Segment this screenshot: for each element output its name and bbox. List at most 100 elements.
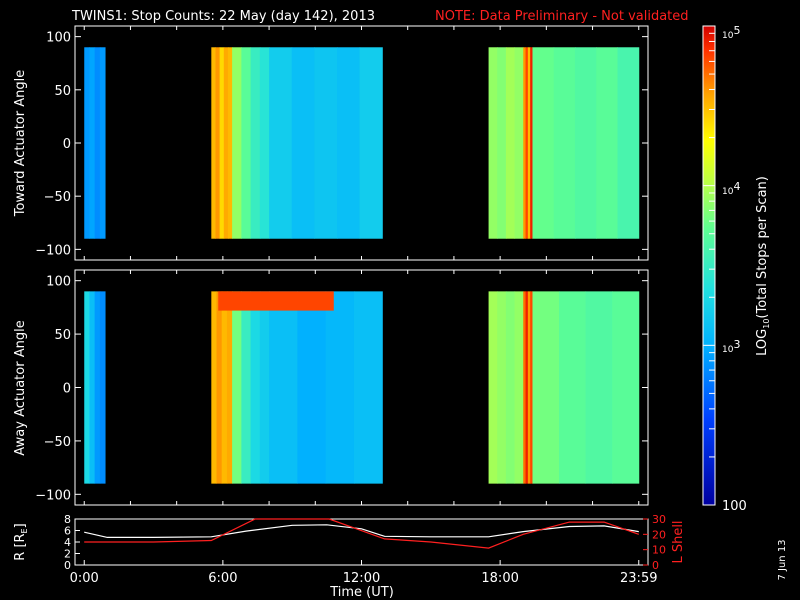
- colorbar-tick-1e4-exp: 4: [733, 180, 740, 193]
- heatmap-cell: [525, 47, 529, 239]
- x-tick-label: 23:59: [620, 571, 657, 586]
- heatmap-cell: [525, 291, 529, 484]
- heatmap-cell: [226, 291, 233, 484]
- heatmap-cell: [227, 47, 233, 239]
- heatmap-cell: [527, 47, 531, 239]
- heatmap-cell: [232, 47, 242, 239]
- ephemeris-left-label: R [RE]: [13, 523, 29, 560]
- series-radius-line: [84, 524, 639, 539]
- left-tick-label: 0: [64, 559, 71, 572]
- y-tick-label: −100: [35, 243, 71, 258]
- left-tick-label: 2: [64, 548, 71, 561]
- colorbar-tick-1e3-base: 10: [722, 345, 734, 355]
- heatmap-cell: [269, 47, 293, 239]
- heatmap-cell: [99, 47, 106, 239]
- toward-y-ticks: −100 −50 0 50 100: [35, 26, 648, 260]
- heatmap-cell: [596, 47, 619, 239]
- colorbar-tick-1e4-base: 10: [722, 187, 734, 197]
- date-stamp: 7 Jun 13: [777, 539, 788, 580]
- heatmap-cell: [523, 291, 527, 484]
- x-tick-label: 6:00: [208, 571, 237, 586]
- heatmap-cell: [530, 291, 533, 484]
- colorbar-label: LOG10(Total Stops per Scan): [755, 176, 771, 356]
- ephemeris-left-label-sub: E: [20, 528, 29, 533]
- colorbar-label-sub: 10: [762, 319, 771, 329]
- heatmap-cell: [532, 47, 555, 239]
- heatmap-cell: [99, 291, 106, 484]
- colorbar-label-prefix: LOG: [755, 329, 770, 356]
- y-tick-label: 50: [54, 84, 71, 99]
- heatmap-cell: [585, 291, 613, 484]
- heatmap-cell: [553, 47, 576, 239]
- heatmap-cell: [221, 291, 228, 484]
- heatmap-cell: [241, 291, 252, 484]
- colorbar-gradient: [702, 25, 716, 506]
- heatmap-cell: [617, 47, 640, 239]
- heatmap-hot-patch: [218, 291, 334, 311]
- heatmap-cell: [84, 291, 90, 484]
- heatmap-cell: [488, 291, 498, 484]
- heatmap-cell: [532, 291, 560, 484]
- heatmap-cell: [223, 47, 229, 239]
- colorbar-tick-1e5-base: 10: [722, 31, 734, 41]
- ephemeris-left-label-base: R [R: [13, 533, 28, 560]
- heatmap-cell: [94, 47, 101, 239]
- x-tick-label: 0:00: [70, 571, 99, 586]
- heatmap-cell: [259, 47, 270, 239]
- right-tick-label: 20: [652, 528, 666, 541]
- heatmap-cell: [291, 47, 315, 239]
- heatmap-cell: [216, 291, 223, 484]
- heatmap-cell: [89, 291, 96, 484]
- right-tick-label: 0: [652, 559, 659, 572]
- right-tick-label: 30: [652, 513, 666, 526]
- heatmap-cell: [353, 291, 383, 484]
- y-tick-label: −50: [44, 435, 71, 450]
- heatmap-cell: [211, 291, 218, 484]
- heatmap-cell: [232, 291, 242, 484]
- x-axis-label: Time (UT): [329, 585, 394, 600]
- y-tick-label: 0: [63, 137, 71, 152]
- away-heatmap: [84, 291, 640, 484]
- heatmap-cell: [497, 291, 507, 484]
- heatmap-cell: [612, 291, 640, 484]
- left-tick-label: 6: [64, 525, 71, 538]
- x-tick-label: 12:00: [343, 571, 380, 586]
- ephemeris-right-ticks: 0 10 20 30: [643, 513, 666, 572]
- heatmap-cell: [241, 47, 252, 239]
- colorbar-tick-1e5-exp: 5: [733, 24, 740, 37]
- colorbar-label-suffix: (Total Stops per Scan): [755, 176, 770, 318]
- toward-ylabel: Toward Actuator Angle: [13, 70, 28, 217]
- heatmap-cell: [89, 47, 96, 239]
- y-tick-label: 100: [46, 275, 71, 290]
- ephemeris-right-label: L Shell: [671, 520, 686, 563]
- colorbar: LOG10(Total Stops per Scan) 105 104 103 …: [702, 24, 771, 514]
- heatmap-cell: [514, 47, 524, 239]
- away-ylabel: Away Actuator Angle: [13, 320, 28, 455]
- colorbar-tick-1e3-exp: 3: [733, 338, 740, 351]
- toward-panel: −100 −50 0 50 100 Toward Actuator Angle: [13, 25, 649, 261]
- y-tick-label: 50: [54, 328, 71, 343]
- y-tick-label: −100: [35, 488, 71, 503]
- heatmap-cell: [211, 47, 216, 239]
- away-panel: −100 −50 0 50 100 Away Actuator Angle: [13, 269, 649, 506]
- colorbar-ticks: [703, 25, 715, 506]
- ephemeris-left-label-close: ]: [13, 523, 28, 528]
- toward-heatmap: [84, 47, 640, 239]
- heatmap-cell: [559, 291, 587, 484]
- heatmap-cell: [505, 291, 516, 484]
- heatmap-cell: [259, 291, 270, 484]
- heatmap-cell: [505, 47, 516, 239]
- heatmap-cell: [269, 291, 298, 484]
- colorbar-tick-100: 100: [722, 499, 747, 514]
- ephemeris-x-ticks: 0:00 6:00 12:00 18:00 23:59: [70, 560, 657, 586]
- chart-title: TWINS1: Stop Counts: 22 May (day 142), 2…: [71, 9, 375, 24]
- colorbar-tick-1e3: 103: [722, 338, 740, 355]
- left-tick-label: 8: [64, 513, 71, 526]
- x-tick-label: 18:00: [481, 571, 518, 586]
- heatmap-cell: [523, 47, 527, 239]
- heatmap-cell: [574, 47, 597, 239]
- heatmap-cell: [314, 47, 338, 239]
